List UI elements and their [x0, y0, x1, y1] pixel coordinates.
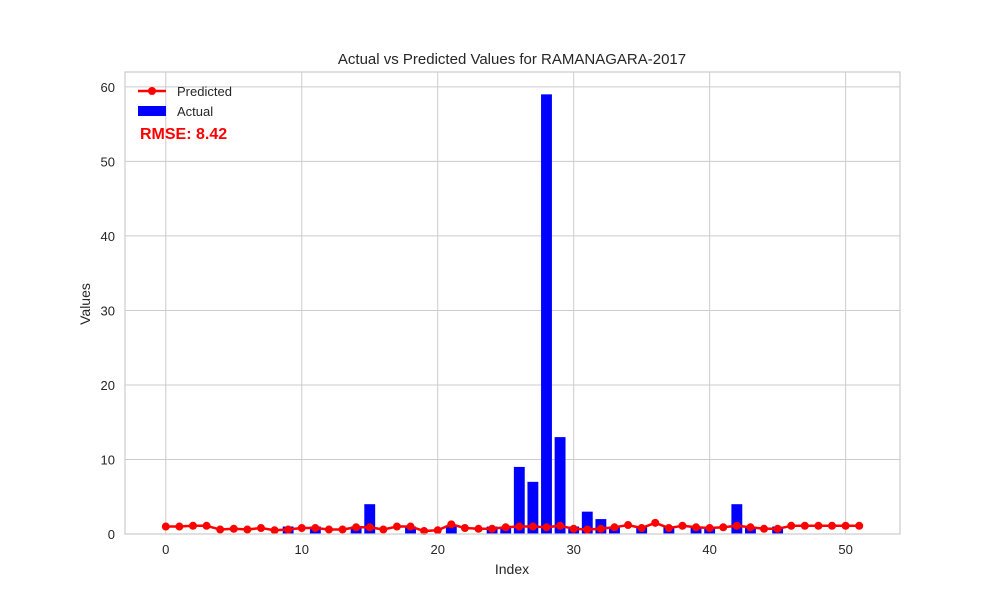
- predicted-point: [528, 522, 537, 531]
- predicted-point: [161, 522, 170, 531]
- predicted-point: [678, 521, 687, 530]
- predicted-series-line: [165, 521, 860, 533]
- predicted-point: [841, 521, 850, 530]
- predicted-point: [501, 523, 510, 532]
- x-tick-label: 20: [430, 542, 444, 557]
- predicted-point: [773, 524, 782, 533]
- legend-actual-swatch: [138, 106, 166, 116]
- x-axis-label: Index: [495, 561, 529, 577]
- y-tick-label: 0: [108, 527, 115, 542]
- predicted-point: [324, 525, 333, 534]
- plot-frame: [124, 71, 901, 535]
- predicted-point: [365, 523, 374, 532]
- predicted-point: [583, 525, 592, 534]
- predicted-point: [814, 521, 823, 530]
- x-tick-labels: 0 10 20 30 40 50: [162, 542, 853, 557]
- legend-actual-label: Actual: [177, 104, 213, 119]
- predicted-point: [379, 525, 388, 534]
- predicted-point: [787, 521, 796, 530]
- predicted-point: [216, 525, 225, 534]
- predicted-point: [732, 521, 741, 530]
- y-tick-label: 50: [101, 154, 115, 169]
- predicted-point: [297, 524, 306, 533]
- predicted-point: [692, 523, 701, 532]
- predicted-point: [624, 521, 633, 530]
- predicted-line: [161, 518, 864, 536]
- predicted-point: [488, 524, 497, 533]
- legend-predicted-label: Predicted: [177, 84, 232, 99]
- y-tick-label: 40: [101, 229, 115, 244]
- x-tick-label: 30: [566, 542, 580, 557]
- chart-title: Actual vs Predicted Values for RAMANAGAR…: [338, 51, 686, 68]
- actual-bar: [364, 504, 376, 534]
- y-axis-label: Values: [77, 283, 93, 325]
- predicted-point: [760, 524, 769, 533]
- rmse-annotation: RMSE: 8.42: [140, 126, 227, 143]
- predicted-point: [596, 524, 605, 533]
- predicted-point: [338, 525, 347, 534]
- predicted-point: [352, 523, 361, 532]
- predicted-point: [855, 521, 864, 530]
- actual-bar: [541, 94, 552, 535]
- predicted-point: [392, 522, 401, 531]
- predicted-point: [828, 521, 837, 530]
- y-tick-label: 60: [101, 80, 115, 95]
- predicted-point: [800, 521, 809, 530]
- actual-bar: [445, 526, 457, 534]
- predicted-point: [447, 520, 456, 529]
- predicted-point: [256, 524, 265, 533]
- actual-bar: [554, 437, 566, 534]
- x-tick-label: 50: [838, 542, 852, 557]
- predicted-point: [229, 524, 238, 533]
- predicted-point: [542, 523, 551, 532]
- y-tick-label: 30: [101, 303, 115, 318]
- x-tick-label: 0: [162, 542, 169, 557]
- predicted-point: [515, 522, 524, 531]
- predicted-point: [637, 524, 646, 533]
- predicted-point: [705, 524, 714, 533]
- actual-bar: [513, 466, 525, 534]
- predicted-point: [243, 525, 252, 534]
- y-tick-label: 20: [101, 378, 115, 393]
- predicted-point: [175, 522, 184, 531]
- y-tick-label: 10: [101, 452, 115, 467]
- predicted-point: [746, 523, 755, 532]
- x-tick-label: 10: [295, 542, 309, 557]
- predicted-point: [664, 524, 673, 533]
- predicted-point: [610, 523, 619, 532]
- actual-bar: [581, 511, 593, 534]
- predicted-point: [460, 524, 469, 533]
- predicted-point: [433, 526, 442, 535]
- predicted-point: [420, 527, 429, 536]
- predicted-point: [569, 524, 578, 533]
- predicted-point: [270, 526, 279, 535]
- predicted-point: [406, 522, 415, 531]
- predicted-point: [719, 523, 728, 532]
- predicted-point: [651, 518, 660, 527]
- legend: Predicted Actual: [138, 84, 232, 119]
- predicted-point: [188, 521, 197, 530]
- plot-area: [125, 72, 900, 534]
- predicted-point: [202, 521, 211, 530]
- x-tick-label: 40: [702, 542, 716, 557]
- actual-bar: [731, 504, 743, 534]
- predicted-point: [284, 525, 293, 534]
- actual-bar: [527, 481, 539, 534]
- predicted-point: [311, 524, 320, 533]
- predicted-point: [556, 521, 565, 530]
- predicted-point: [474, 524, 483, 533]
- y-tick-labels: 0 10 20 30 40 50 60: [101, 80, 115, 542]
- legend-predicted-marker: [148, 87, 156, 95]
